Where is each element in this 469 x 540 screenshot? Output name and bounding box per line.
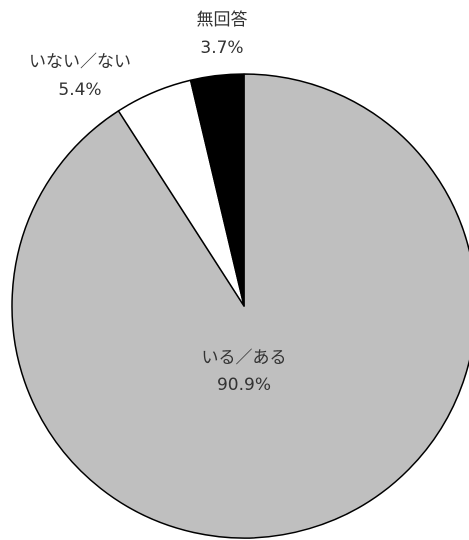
pie-slice [189, 73, 245, 307]
slice-value: 5.4% [58, 80, 101, 100]
slice-value: 90.9% [217, 375, 271, 395]
slice-value: 3.7% [200, 38, 243, 58]
slice-label: いる／ある [202, 348, 287, 368]
pie-slice [11, 73, 469, 539]
slice-label: いない／ない [29, 52, 131, 72]
slice-label: 無回答 [197, 10, 248, 30]
